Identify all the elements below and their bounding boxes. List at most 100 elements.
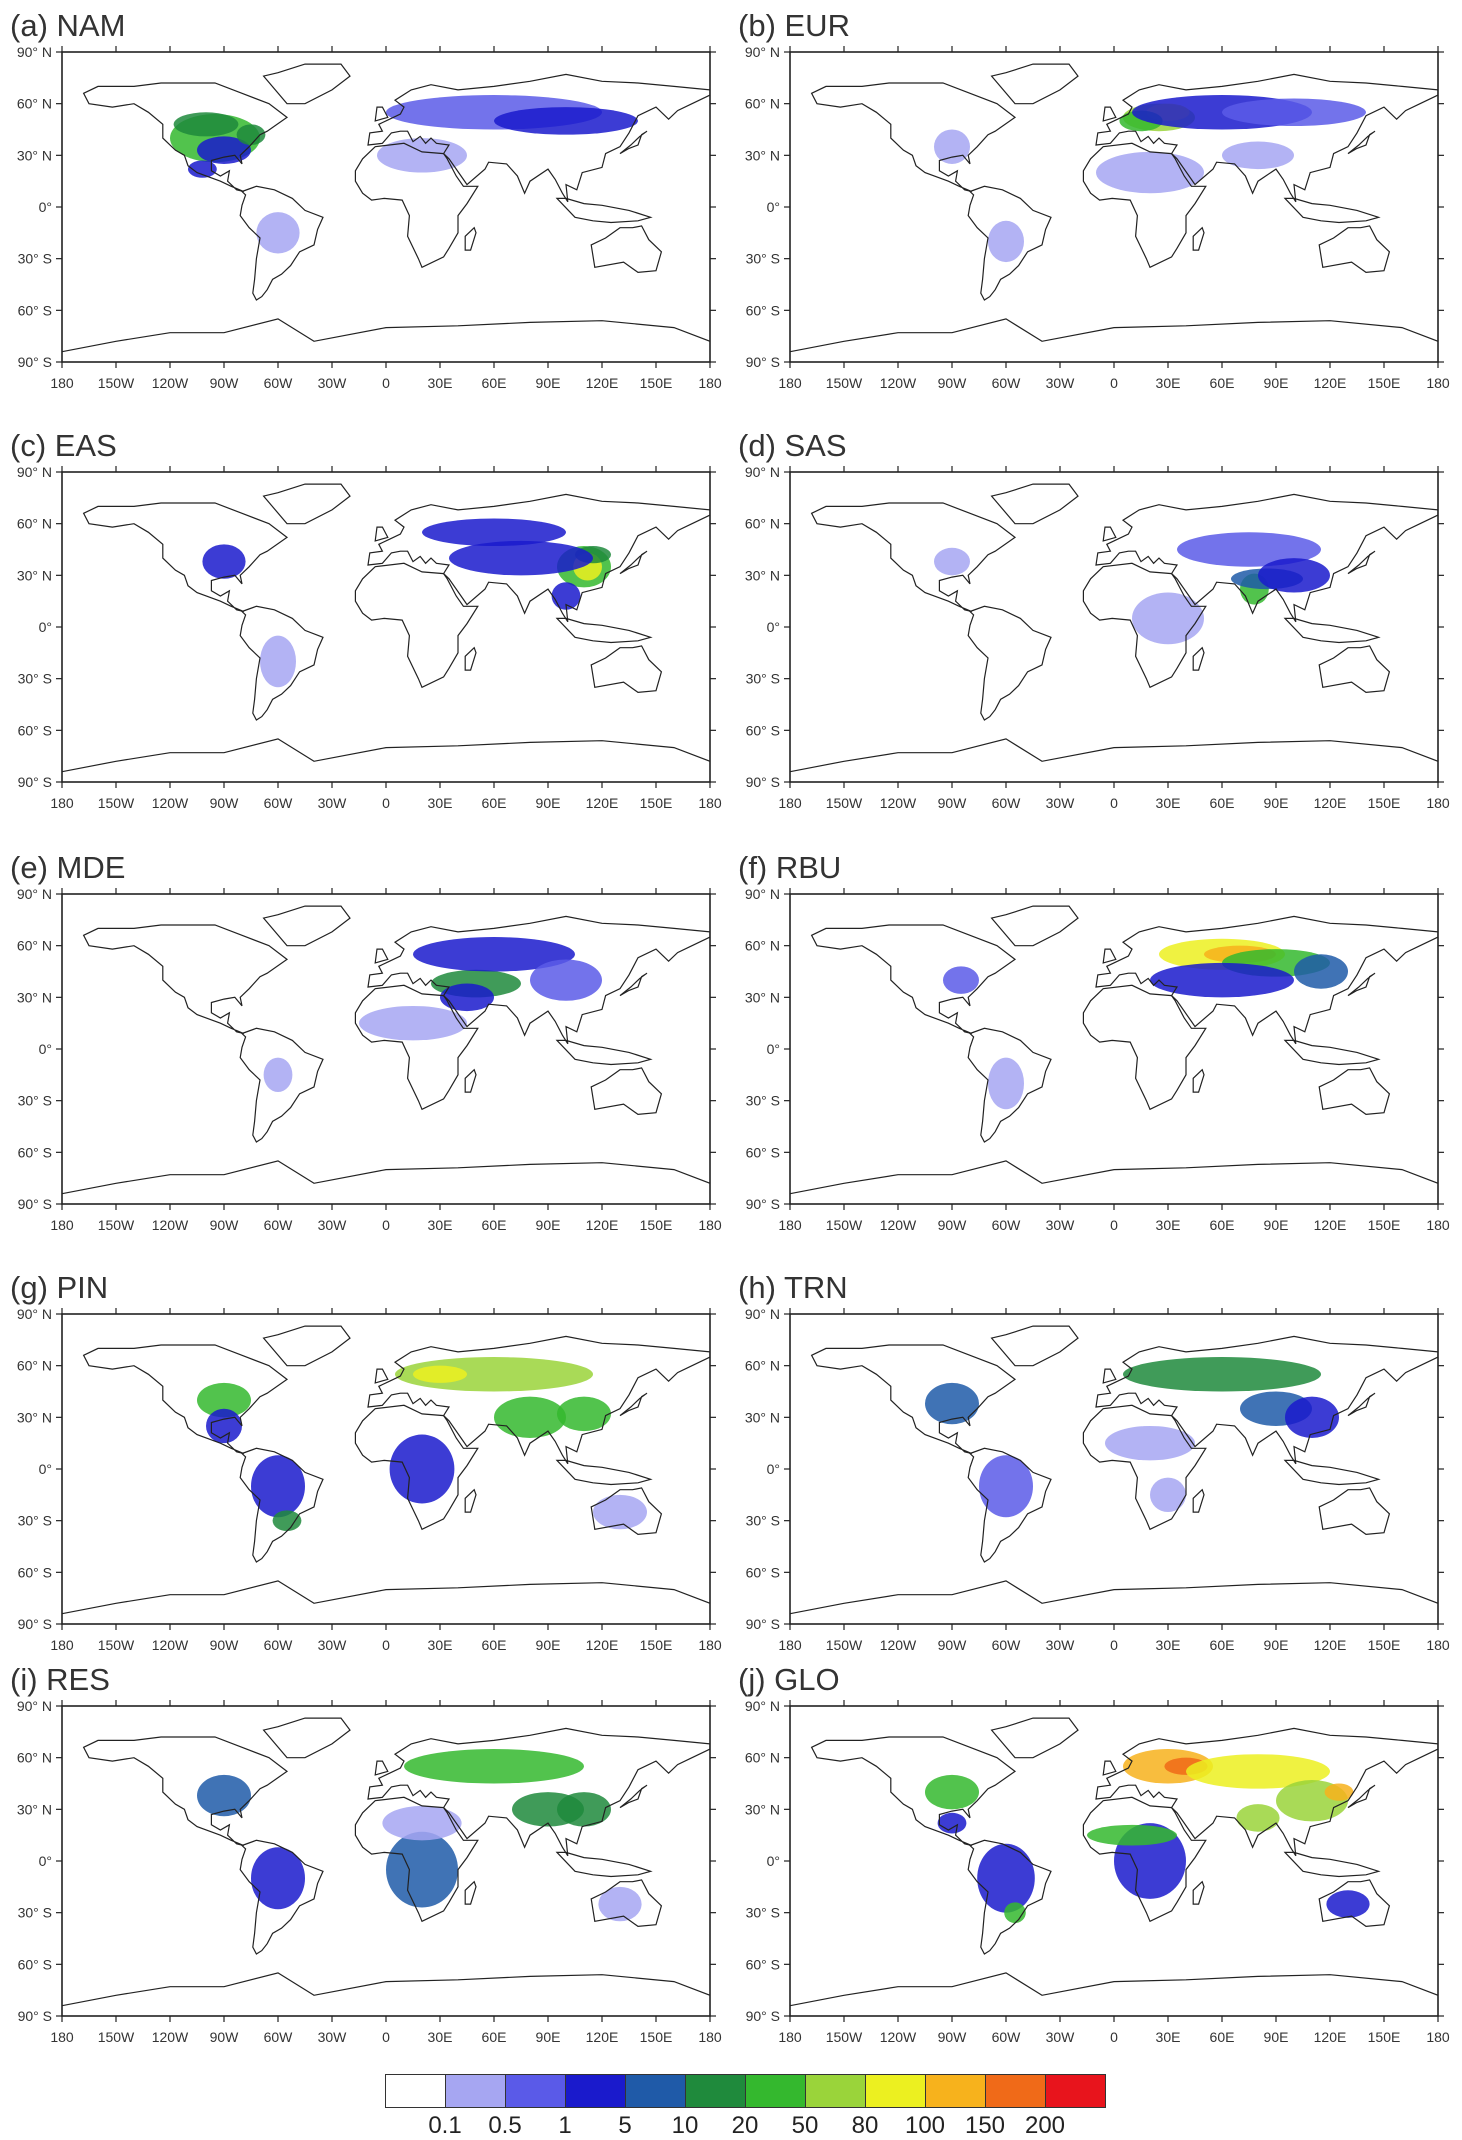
concentration-area bbox=[943, 966, 979, 994]
coastline-madagascar bbox=[1192, 1068, 1205, 1093]
coastline-north-america bbox=[82, 1736, 289, 1847]
lon-tick-label: 30E bbox=[1156, 795, 1181, 811]
lat-tick-label: 90° N bbox=[745, 1698, 780, 1714]
coastline-south-america bbox=[239, 1447, 324, 1563]
lat-tick-label: 90° S bbox=[746, 1196, 780, 1212]
lon-tick-label: 30W bbox=[318, 375, 348, 391]
lon-tick-label: 30W bbox=[318, 1637, 348, 1653]
colorbar-label: 100 bbox=[904, 2112, 946, 2139]
lon-tick-label: 180 bbox=[778, 1217, 802, 1233]
coastline-north-america bbox=[82, 1344, 289, 1455]
coastline-europe-asia bbox=[367, 1335, 710, 1465]
lat-tick-label: 0° bbox=[767, 199, 780, 215]
lon-tick-label: 90W bbox=[210, 2029, 240, 2045]
lon-tick-label: 180 bbox=[50, 375, 74, 391]
lon-tick-label: 60E bbox=[1210, 2029, 1235, 2045]
lon-tick-label: 30W bbox=[318, 795, 348, 811]
coastline-australia bbox=[1318, 225, 1391, 274]
map-panel: (d) SAS 90° N 60° N 30° N 0° 30° S 60° S 90° S 1… bbox=[728, 428, 1450, 838]
coastline-south-america bbox=[967, 185, 1052, 301]
lon-tick-label: 60E bbox=[482, 795, 507, 811]
lon-tick-label: 60E bbox=[482, 2029, 507, 2045]
coastline-australia bbox=[590, 225, 663, 274]
concentration-area bbox=[389, 1434, 455, 1504]
lon-tick-label: 120W bbox=[880, 2029, 917, 2045]
coastline-antarctica bbox=[790, 1972, 1438, 2007]
colorbar-label: 50 bbox=[791, 2112, 819, 2139]
lon-tick-label: 60E bbox=[482, 1637, 507, 1653]
concentration-area bbox=[988, 1057, 1024, 1110]
lat-tick-label: 90° S bbox=[18, 1196, 52, 1212]
lon-tick-label: 90E bbox=[536, 375, 561, 391]
lon-tick-label: 120E bbox=[586, 375, 619, 391]
lon-tick-label: 90E bbox=[1264, 795, 1289, 811]
coastline-greenland bbox=[262, 905, 351, 947]
lat-tick-label: 0° bbox=[767, 1853, 780, 1869]
lat-tick-label: 60° N bbox=[745, 516, 780, 532]
coastline-europe-asia bbox=[367, 915, 710, 1045]
lon-tick-label: 150W bbox=[98, 1637, 135, 1653]
concentration-area bbox=[988, 220, 1024, 263]
lon-tick-label: 0 bbox=[382, 2029, 390, 2045]
lon-tick-label: 30W bbox=[1046, 795, 1076, 811]
concentration-area bbox=[197, 1382, 251, 1418]
coastline-north-america bbox=[82, 82, 289, 193]
lat-tick-label: 90° N bbox=[745, 44, 780, 60]
lon-tick-label: 90E bbox=[536, 1637, 561, 1653]
lon-tick-label: 30E bbox=[1156, 375, 1181, 391]
lon-tick-label: 120W bbox=[152, 795, 189, 811]
concentration-area bbox=[413, 1365, 467, 1383]
coastline-south-america bbox=[239, 1027, 324, 1143]
lon-tick-label: 90W bbox=[210, 375, 240, 391]
lat-tick-label: 60° N bbox=[17, 938, 52, 954]
colorbar-swatch bbox=[385, 2074, 446, 2108]
concentration-area bbox=[494, 1396, 566, 1438]
lon-tick-label: 150W bbox=[826, 375, 863, 391]
coastline-japan bbox=[1347, 1784, 1376, 1809]
map-panel: (h) TRN 90° N 60° N 30° N 0° 30° S 60° S 90° S 1… bbox=[728, 1270, 1450, 1680]
colorbar-swatch bbox=[925, 2074, 986, 2108]
lon-tick-label: 180 bbox=[698, 375, 722, 391]
coastline-australia bbox=[590, 645, 663, 694]
colorbar-label: 10 bbox=[671, 2112, 699, 2139]
lon-tick-label: 150E bbox=[1368, 795, 1401, 811]
concentration-area bbox=[1326, 1890, 1370, 1918]
world-map: 90° N 60° N 30° N 0° 30° S 60° S 90° S 180 150W 1… bbox=[17, 1698, 722, 2045]
concentration-area bbox=[1222, 98, 1366, 127]
lon-tick-label: 120E bbox=[1314, 795, 1347, 811]
coastline-south-america bbox=[967, 1027, 1052, 1143]
map-panel: (j) GLO 90° N 60° N 30° N 0° 30° S 60° S 90° S 1… bbox=[728, 1662, 1450, 2072]
map-panel: (e) MDE 90° N 60° N 30° N 0° 30° S 60° S 90° S 1… bbox=[0, 850, 722, 1260]
coastline-indonesia bbox=[1283, 617, 1381, 644]
coastline-indonesia bbox=[1283, 197, 1381, 224]
lon-tick-label: 0 bbox=[382, 1637, 390, 1653]
coastline-south-america bbox=[967, 605, 1052, 721]
lon-tick-label: 0 bbox=[1110, 375, 1118, 391]
lat-tick-label: 30° S bbox=[18, 1093, 52, 1109]
panel-title: (g) PIN bbox=[10, 1270, 109, 1305]
coastline-japan bbox=[619, 1784, 648, 1809]
concentration-area bbox=[1132, 592, 1204, 645]
lon-tick-label: 150E bbox=[1368, 1217, 1401, 1233]
coastline-japan bbox=[619, 550, 648, 575]
lon-tick-label: 180 bbox=[50, 2029, 74, 2045]
coastline-greenland bbox=[262, 483, 351, 525]
coastline-indonesia bbox=[1283, 1039, 1381, 1066]
concentration-area bbox=[557, 1792, 611, 1827]
coastline-antarctica bbox=[62, 318, 710, 353]
coastline-antarctica bbox=[790, 738, 1438, 773]
coastline-uk bbox=[374, 1760, 389, 1776]
coastline-indonesia bbox=[1283, 1851, 1381, 1878]
lon-tick-label: 30W bbox=[1046, 1637, 1076, 1653]
lat-tick-label: 60° S bbox=[18, 1144, 52, 1160]
concentration-area bbox=[422, 518, 566, 547]
lon-tick-label: 180 bbox=[1426, 1637, 1450, 1653]
lat-tick-label: 30° N bbox=[745, 147, 780, 163]
concentration-area bbox=[236, 124, 266, 145]
concentration-area bbox=[256, 212, 300, 254]
concentration-area bbox=[1324, 1783, 1354, 1801]
lon-tick-label: 30E bbox=[1156, 2029, 1181, 2045]
coastline-greenland bbox=[990, 905, 1079, 947]
coastline-europe-asia bbox=[367, 1727, 710, 1857]
panel-title: (a) NAM bbox=[10, 8, 126, 43]
